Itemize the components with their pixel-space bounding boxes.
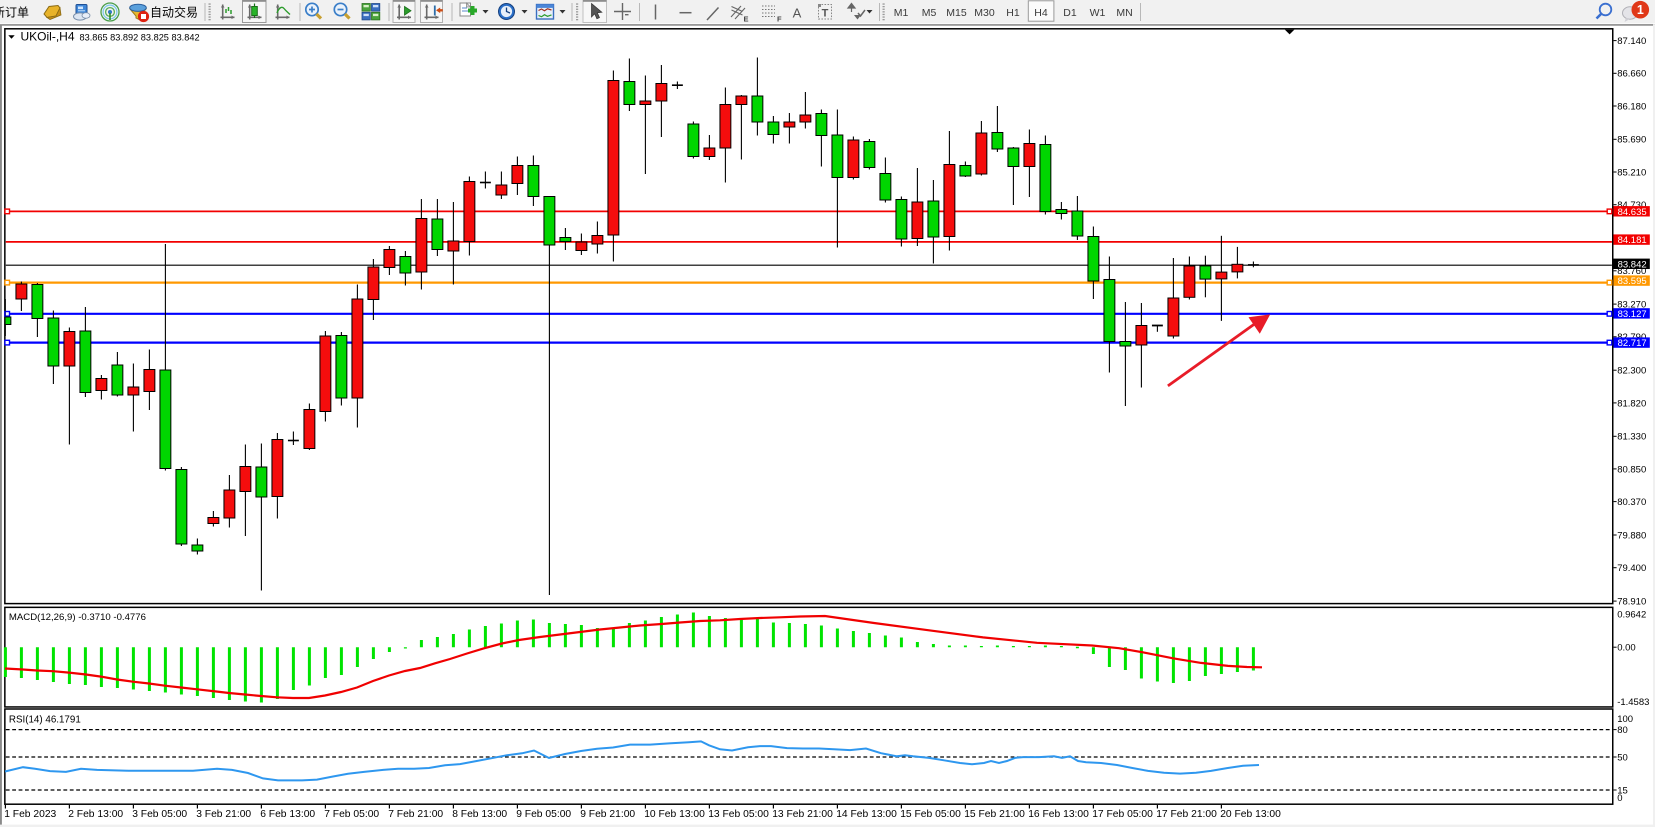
svg-text:3 Feb 05:00: 3 Feb 05:00: [132, 809, 187, 820]
svg-text:MACD(12,26,9) -0.3710 -0.4776: MACD(12,26,9) -0.3710 -0.4776: [9, 612, 146, 623]
svg-text:83.760: 83.760: [1617, 266, 1646, 277]
svg-text:20 Feb 13:00: 20 Feb 13:00: [1220, 809, 1281, 820]
svg-text:H4: H4: [1034, 7, 1048, 19]
svg-text:85.210: 85.210: [1617, 167, 1646, 178]
svg-text:F: F: [777, 15, 782, 24]
svg-text:0.00: 0.00: [1617, 643, 1636, 654]
svg-text:83.270: 83.270: [1617, 300, 1646, 311]
svg-text:M15: M15: [946, 7, 967, 19]
svg-text:A: A: [793, 6, 802, 21]
svg-text:16 Feb 13:00: 16 Feb 13:00: [1028, 809, 1089, 820]
svg-text:17 Feb 21:00: 17 Feb 21:00: [1156, 809, 1217, 820]
svg-text:3 Feb 21:00: 3 Feb 21:00: [196, 809, 251, 820]
svg-text:1 Feb 2023: 1 Feb 2023: [4, 809, 56, 820]
svg-text:50: 50: [1617, 752, 1628, 763]
svg-text:79.400: 79.400: [1617, 563, 1646, 574]
svg-text:15 Feb 21:00: 15 Feb 21:00: [964, 809, 1025, 820]
svg-text:80.850: 80.850: [1617, 464, 1646, 475]
svg-text:0.9642: 0.9642: [1617, 609, 1646, 620]
svg-text:86.180: 86.180: [1617, 101, 1646, 112]
svg-text:87.140: 87.140: [1617, 36, 1646, 47]
svg-text:79.880: 79.880: [1617, 530, 1646, 541]
svg-text:78.910: 78.910: [1617, 597, 1646, 608]
svg-text:2 Feb 13:00: 2 Feb 13:00: [68, 809, 123, 820]
svg-text:自动交易: 自动交易: [150, 4, 198, 19]
svg-text:100: 100: [1617, 714, 1633, 725]
svg-text:T: T: [822, 8, 829, 20]
svg-text:H1: H1: [1006, 7, 1020, 19]
svg-text:10 Feb 13:00: 10 Feb 13:00: [644, 809, 705, 820]
svg-text:13 Feb 05:00: 13 Feb 05:00: [708, 809, 769, 820]
svg-text:84.730: 84.730: [1617, 200, 1646, 211]
svg-text:14 Feb 13:00: 14 Feb 13:00: [836, 809, 897, 820]
svg-text:83.127: 83.127: [1618, 309, 1647, 320]
svg-text:UKOil-,H4: UKOil-,H4: [21, 30, 75, 44]
svg-text:M1: M1: [894, 7, 909, 19]
svg-text:7 Feb 05:00: 7 Feb 05:00: [324, 809, 379, 820]
svg-text:W1: W1: [1090, 7, 1106, 19]
svg-text:80.370: 80.370: [1617, 497, 1646, 508]
svg-text:E: E: [744, 15, 749, 24]
svg-text:84.181: 84.181: [1618, 235, 1647, 246]
svg-text:6 Feb 13:00: 6 Feb 13:00: [260, 809, 315, 820]
svg-text:RSI(14) 46.1791: RSI(14) 46.1791: [9, 714, 81, 725]
svg-text:82.717: 82.717: [1618, 338, 1647, 349]
svg-text:85.690: 85.690: [1617, 135, 1646, 146]
svg-text:MN: MN: [1116, 7, 1132, 19]
svg-text:M30: M30: [974, 7, 995, 19]
svg-text:-1.4583: -1.4583: [1617, 697, 1649, 708]
svg-text:新订单: 新订单: [0, 4, 29, 19]
svg-text:1: 1: [1637, 3, 1644, 17]
svg-text:13 Feb 21:00: 13 Feb 21:00: [772, 809, 833, 820]
svg-text:83.595: 83.595: [1618, 276, 1647, 287]
svg-text:15: 15: [1617, 785, 1628, 796]
svg-text:0: 0: [1617, 793, 1622, 804]
svg-text:86.660: 86.660: [1617, 69, 1646, 80]
svg-text:84.635: 84.635: [1618, 207, 1647, 218]
svg-text:9 Feb 21:00: 9 Feb 21:00: [580, 809, 635, 820]
svg-text:81.330: 81.330: [1617, 432, 1646, 443]
svg-text:D1: D1: [1063, 7, 1077, 19]
svg-text:81.820: 81.820: [1617, 398, 1646, 409]
svg-text:82.300: 82.300: [1617, 366, 1646, 377]
svg-text:9 Feb 05:00: 9 Feb 05:00: [516, 809, 571, 820]
svg-text:7 Feb 21:00: 7 Feb 21:00: [388, 809, 443, 820]
svg-text:17 Feb 05:00: 17 Feb 05:00: [1092, 809, 1153, 820]
svg-text:83.842: 83.842: [1618, 259, 1647, 270]
svg-text:8 Feb 13:00: 8 Feb 13:00: [452, 809, 507, 820]
svg-text:M5: M5: [922, 7, 937, 19]
svg-text:83.865 83.892 83.825 83.842: 83.865 83.892 83.825 83.842: [80, 32, 200, 42]
svg-text:80: 80: [1617, 725, 1628, 736]
svg-text:15 Feb 05:00: 15 Feb 05:00: [900, 809, 961, 820]
